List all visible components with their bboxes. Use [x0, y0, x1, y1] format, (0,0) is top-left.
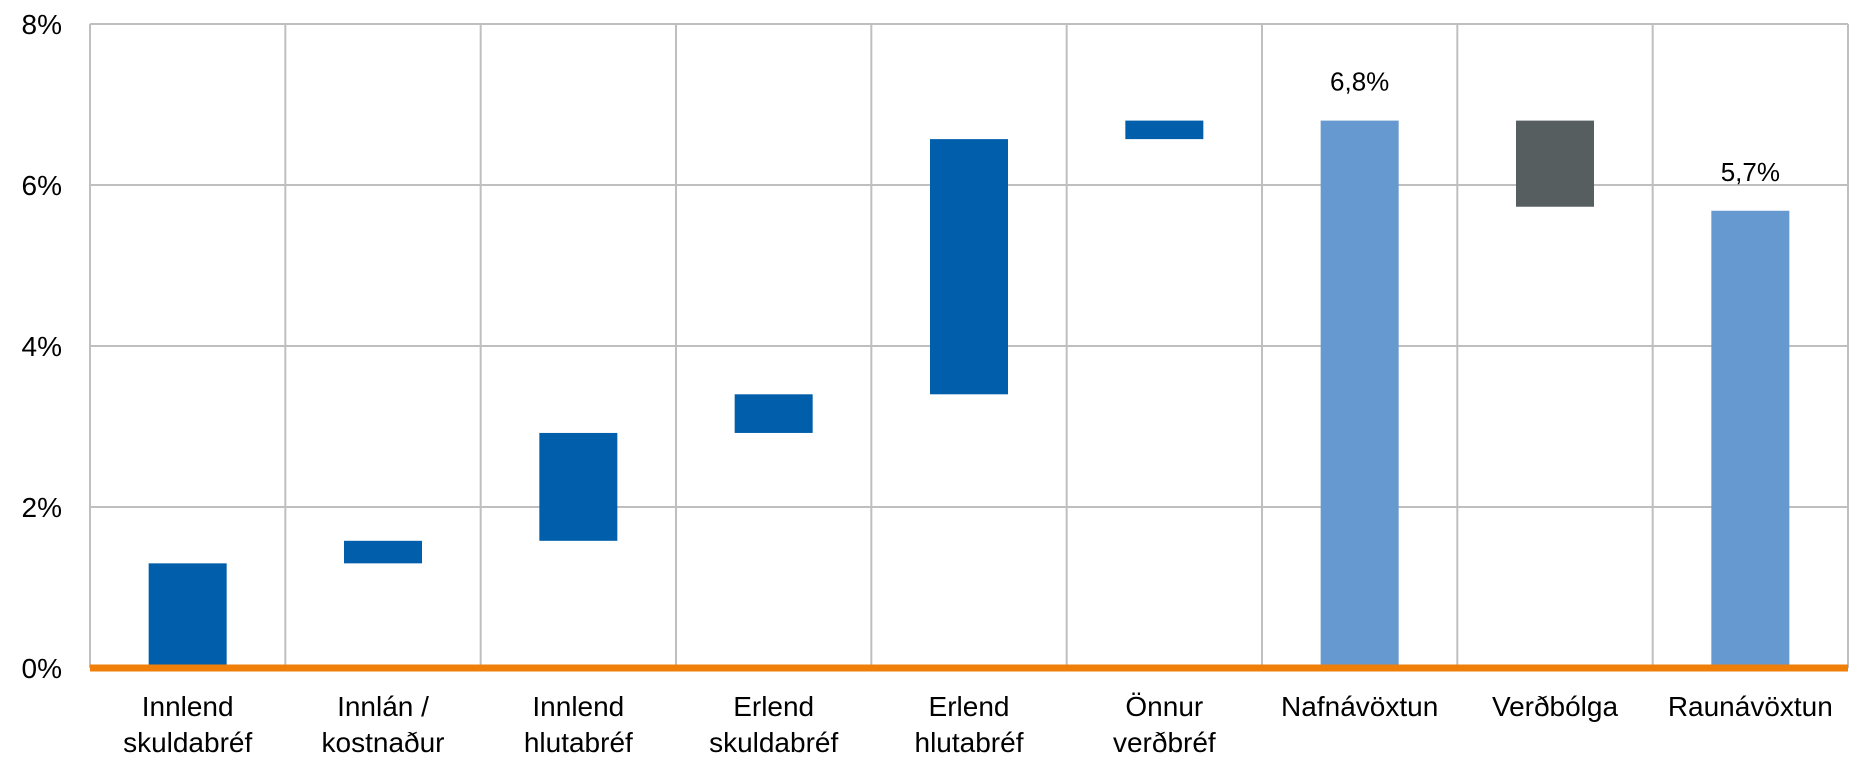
- y-tick-label: 0%: [22, 653, 62, 684]
- data-label: 5,7%: [1721, 157, 1780, 187]
- y-axis-ticks: 0% 2% 4% 6% 8%: [22, 9, 62, 684]
- category-labels: Innlend skuldabréf Innlán / kostnaður Innlen…: [123, 691, 1833, 757]
- category-label: Erlend skuldabréf: [709, 691, 838, 757]
- bar: [148, 563, 227, 668]
- y-tick-label: 2%: [22, 492, 62, 523]
- data-label: 6,8%: [1330, 67, 1389, 97]
- category-label: Innlán / kostnaður: [322, 691, 445, 757]
- bar: [1125, 120, 1204, 140]
- bar: [1516, 120, 1594, 207]
- grid-lines: [89, 23, 1849, 669]
- y-tick-label: 6%: [22, 170, 62, 201]
- bar: [930, 139, 1008, 395]
- bars: [148, 120, 1790, 669]
- category-label: Nafnávöxtun: [1281, 691, 1438, 722]
- bar: [734, 394, 813, 433]
- bar: [1320, 120, 1399, 669]
- category-label: Erlend hlutabréf: [915, 691, 1024, 757]
- y-tick-label: 8%: [22, 9, 62, 40]
- category-label: Innlend skuldabréf: [123, 691, 252, 757]
- category-label: Önnur verðbréf: [1113, 691, 1216, 757]
- data-labels: 6,8% 5,7%: [1330, 67, 1780, 187]
- category-label: Raunávöxtun: [1668, 691, 1833, 722]
- category-label: Innlend hlutabréf: [524, 691, 633, 757]
- y-tick-label: 4%: [22, 331, 62, 362]
- bar: [344, 540, 422, 564]
- bar: [1711, 210, 1790, 668]
- bar: [539, 432, 618, 541]
- category-label: Verðbólga: [1492, 691, 1619, 722]
